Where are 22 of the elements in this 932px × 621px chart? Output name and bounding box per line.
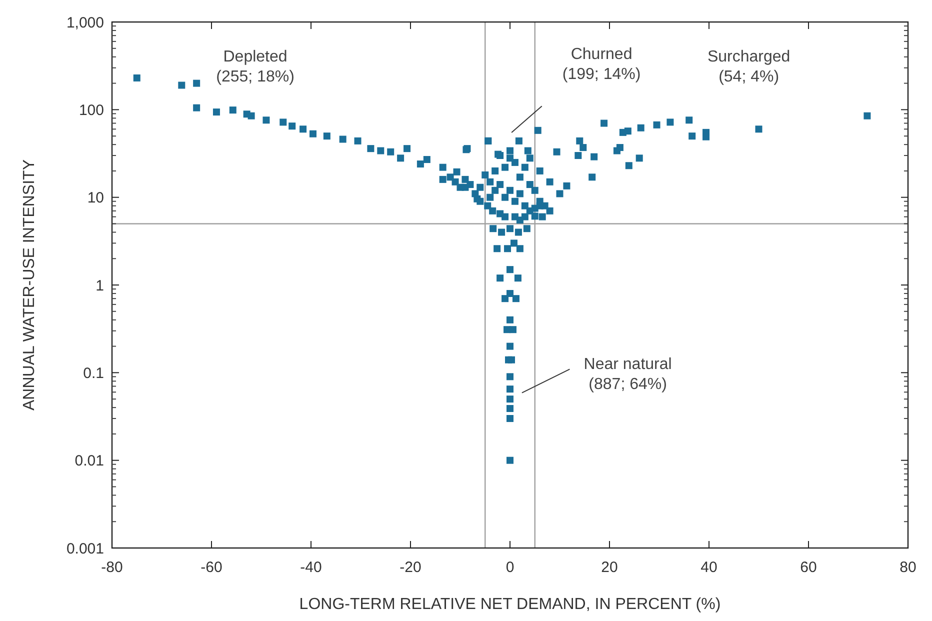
y-tick-label: 1 (96, 277, 104, 294)
annotation: Near natural (887; 64%) (584, 356, 672, 394)
x-tick-label: -20 (400, 559, 422, 576)
x-tick-label: -40 (300, 559, 322, 576)
x-tick-label: 80 (900, 559, 916, 576)
y-tick-label: 0.01 (74, 452, 104, 470)
x-tick-label: 60 (800, 559, 817, 576)
x-tick-label: 20 (601, 559, 618, 576)
y-tick-label: 100 (78, 102, 104, 119)
y-axis-title: ANNUAL WATER-USE INTENSITY (21, 159, 38, 410)
y-tick-label: 10 (87, 190, 104, 207)
x-tick-label: -80 (101, 559, 123, 576)
annotation: Churned (199; 14%) (562, 46, 641, 83)
x-tick-label: 0 (506, 559, 514, 576)
annotation: Surcharged (54; 4%) (707, 48, 790, 86)
y-tick-label: 0.1 (83, 364, 104, 382)
x-axis-title: LONG-TERM RELATIVE NET DEMAND, IN PERCENT (%) (299, 596, 721, 613)
x-tick-label: -60 (200, 559, 222, 576)
y-tick-label: 0.001 (66, 540, 104, 558)
annotation: Depleted (255; 18%) (216, 48, 294, 86)
x-tick-label: 40 (700, 559, 718, 576)
y-tick-label: 1,000 (66, 14, 104, 32)
